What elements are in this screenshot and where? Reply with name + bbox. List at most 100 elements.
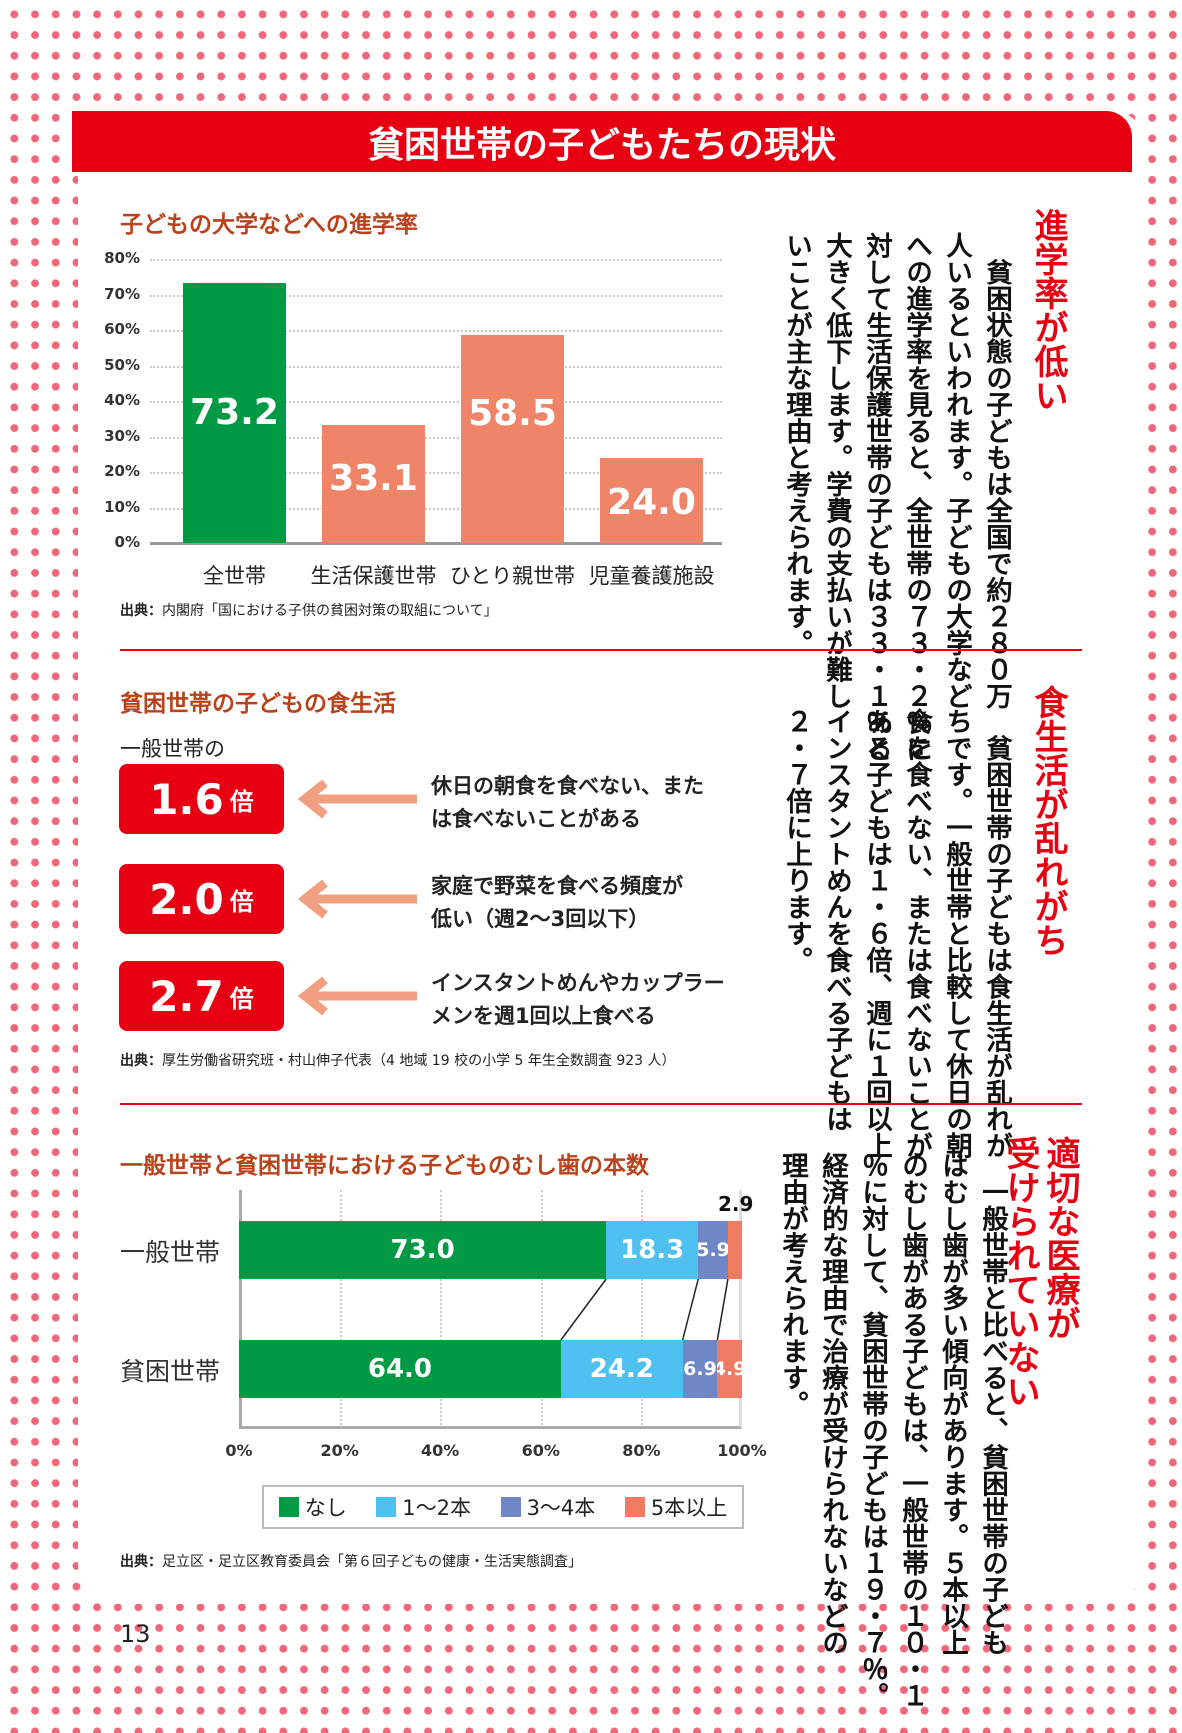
body-column: 一般世帯と比べると、貧困世帯の子ども	[977, 1152, 1008, 1656]
bar	[322, 425, 425, 543]
x-axis	[150, 542, 722, 545]
ratio-badge: 2.0 倍	[119, 864, 284, 934]
body-column: ２・７倍に上ります。	[781, 708, 812, 973]
gridline	[150, 472, 722, 474]
bar-value-label: 73.2	[190, 392, 279, 434]
body-column: への進学率を見ると、全世帯の７３・２％に	[901, 232, 932, 762]
body-column: 理由が考えられます。	[777, 1152, 808, 1417]
gridline	[440, 1190, 443, 1429]
body-column: ある子どもは１・６倍、週に１回以上	[861, 708, 892, 1159]
bar-segment: 24.2	[560, 1340, 683, 1398]
gridline	[150, 294, 722, 297]
gridline	[150, 507, 722, 510]
source-label: 出典：	[120, 603, 162, 619]
ratio-value: 2.7	[149, 971, 224, 1021]
chart2-title: 一般世帯と貧困世帯における子どものむし歯の本数	[120, 1153, 649, 1179]
bar	[183, 283, 286, 543]
section1-heading: 進学率が低い	[1028, 208, 1068, 412]
bar-segment	[727, 1221, 742, 1279]
page-title-banner: 貧困世帯の子どもたちの現状	[72, 111, 1132, 172]
y-tick-label: 30%	[104, 426, 140, 445]
food-item-text: 家庭で野菜を食べる頻度が 低い（週2〜3回以下）	[431, 874, 683, 931]
y-tick-label: 10%	[104, 497, 140, 516]
food-lead: 一般世帯の	[120, 737, 225, 761]
divider	[120, 1103, 1082, 1105]
section2-heading: 食生活が乱れがち	[1028, 685, 1068, 957]
legend-label: 1〜2本	[402, 1496, 472, 1520]
x-tick-label: 0%	[225, 1441, 253, 1460]
body-column: 大きく低下します。学費の支払いが難し	[821, 232, 852, 709]
body-column: 人いるといわれます。子どもの大学など	[941, 232, 972, 709]
heading-line: 受けられていない	[1000, 1136, 1040, 1408]
gridline	[641, 1190, 644, 1429]
y-tick-label: 80%	[104, 249, 140, 267]
category-label: 児童養護施設	[588, 564, 715, 588]
gridline	[150, 330, 722, 332]
page-title: 貧困世帯の子どもたちの現状	[367, 124, 836, 166]
y-tick-label: 0%	[114, 533, 140, 551]
legend-label: なし	[304, 1496, 347, 1520]
chart1-title: 子どもの大学などへの進学率	[120, 212, 418, 238]
body-column: インスタントめんを食べる子どもは	[821, 708, 852, 1132]
body-column: 貧困状態の子どもは全国で約２８０万	[981, 232, 1012, 710]
plot-frame	[239, 1190, 742, 1429]
body-column: 対して生活保護世帯の子どもは３３・１％と	[861, 232, 892, 762]
body-column: 食を食べない、または食べないことが	[901, 708, 932, 1159]
outside-value-label: 2.9	[718, 1192, 754, 1216]
legend-item: なし	[278, 1492, 347, 1522]
legend-swatch	[278, 1497, 299, 1517]
chart2-legend: なし 1〜2本 3〜4本 5本以上	[262, 1485, 744, 1529]
body-column: ちです。一般世帯と比較して休日の朝	[941, 708, 972, 1159]
category-label: ひとり親世帯	[449, 564, 576, 588]
x-tick-label: 40%	[421, 1441, 460, 1460]
legend-label: 3〜4本	[526, 1496, 596, 1520]
body-column: 経済的な理由で治療が受けられないなどの	[817, 1152, 848, 1656]
bar-segment: 4.9	[717, 1340, 742, 1398]
gridline	[339, 1190, 342, 1429]
source-text: 足立区・足立区教育委員会「第６回子どもの健康・生活実態調査」	[162, 1554, 582, 1570]
bar-value-label: 58.5	[468, 393, 557, 435]
ratio-badge: 1.6 倍	[119, 764, 284, 834]
bar	[461, 335, 564, 543]
gridline	[150, 401, 722, 403]
source-label: 出典：	[120, 1053, 162, 1069]
ratio-value: 2.0	[149, 874, 224, 924]
legend-swatch	[500, 1497, 521, 1517]
section1-body: 貧困状態の子どもは全国で約２８０万 人いるといわれます。子どもの大学など への進…	[776, 232, 1016, 762]
body-column: のむし歯がある子どもは、一般世帯の１０・１	[897, 1152, 928, 1709]
category-label: 全世帯	[203, 564, 266, 588]
category-label: 生活保護世帯	[310, 564, 437, 588]
arrow-left-icon	[297, 976, 417, 1016]
bar	[600, 457, 703, 543]
x-tick-label: 20%	[320, 1441, 359, 1460]
bar-value-label: 24.0	[607, 481, 696, 523]
x-tick-label: 80%	[622, 1441, 661, 1460]
source-2: 出典：厚生労働省研究班・村山伸子代表（4 地域 19 校の小学 5 年生全数調査…	[120, 1050, 676, 1070]
gridline	[150, 365, 722, 368]
source-label: 出典：	[120, 1554, 162, 1570]
ratio-unit: 倍	[229, 887, 254, 916]
bar-value-label: 33.1	[329, 458, 418, 500]
legend-swatch	[376, 1497, 397, 1517]
body-column: いことが主な理由と考えられます。	[781, 232, 812, 656]
x-tick-label: 100%	[717, 1441, 767, 1460]
row-label: 一般世帯	[120, 1238, 221, 1267]
legend-item: 5本以上	[624, 1492, 727, 1522]
gridline	[150, 436, 722, 439]
y-tick-label: 60%	[104, 320, 140, 338]
food-title: 貧困世帯の子どもの食生活	[120, 691, 396, 717]
legend-swatch	[624, 1497, 645, 1517]
ratio-value: 1.6	[149, 774, 224, 824]
bar-segment: 6.9	[682, 1340, 718, 1398]
x-tick-label: 60%	[521, 1441, 560, 1460]
source-1: 出典：内閣府「国における子供の貧困対策の取組について」	[120, 600, 498, 620]
food-item-text: インスタントめんやカップラー メンを週1回以上食べる	[431, 971, 725, 1028]
arrow-left-icon	[297, 779, 417, 819]
y-tick-label: 20%	[104, 462, 140, 480]
bar-segment: 73.0	[239, 1221, 607, 1279]
ratio-unit: 倍	[229, 984, 254, 1013]
heading-line: 適切な医療が	[1040, 1136, 1080, 1340]
section3-heading: 適切な医療が 受けられていない	[1000, 1136, 1080, 1408]
row-label: 貧困世帯	[120, 1357, 221, 1386]
body-column: ％に対して、貧困世帯の子どもは１９・７％。	[857, 1152, 888, 1709]
